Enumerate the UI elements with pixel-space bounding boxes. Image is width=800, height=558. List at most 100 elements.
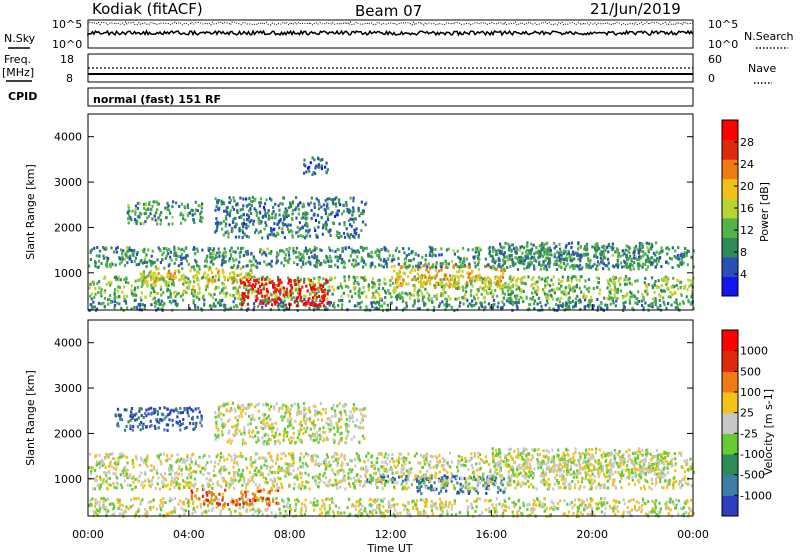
heatmap-cell <box>612 243 614 246</box>
heatmap-cell <box>614 505 616 508</box>
heatmap-cell <box>432 512 434 515</box>
heatmap-cell <box>207 504 209 507</box>
heatmap-cell <box>485 289 487 292</box>
heatmap-cell <box>679 281 681 284</box>
heatmap-cell <box>528 263 530 266</box>
heatmap-cell <box>121 291 123 294</box>
heatmap-cell <box>242 225 244 228</box>
heatmap-cell <box>334 215 336 218</box>
heatmap-cell <box>503 491 505 494</box>
heatmap-cell <box>330 234 332 237</box>
heatmap-cell <box>424 283 426 286</box>
heatmap-cell <box>298 285 300 288</box>
heatmap-cell <box>362 221 364 224</box>
heatmap-cell <box>390 295 392 298</box>
heatmap-cell <box>264 221 266 224</box>
heatmap-cell <box>677 513 679 516</box>
heatmap-cell <box>122 255 124 258</box>
heatmap-cell <box>239 498 241 501</box>
heatmap-cell <box>332 293 334 296</box>
heatmap-cell <box>445 283 447 286</box>
heatmap-cell <box>457 256 459 259</box>
heatmap-cell <box>354 279 356 282</box>
heatmap-cell <box>337 259 339 262</box>
heatmap-cell <box>440 507 442 510</box>
heatmap-cell <box>592 498 594 501</box>
heatmap-cell <box>682 300 684 303</box>
heatmap-cell <box>561 291 563 294</box>
heatmap-cell <box>489 510 491 513</box>
heatmap-cell <box>261 295 263 298</box>
heatmap-cell <box>642 266 644 269</box>
heatmap-cell <box>266 294 268 297</box>
heatmap-cell <box>288 214 290 217</box>
heatmap-cell <box>150 284 152 287</box>
heatmap-cell <box>344 224 346 227</box>
heatmap-cell <box>491 260 493 263</box>
heatmap-cell <box>252 283 254 286</box>
heatmap-cell <box>467 508 469 511</box>
heatmap-cell <box>329 507 331 510</box>
heatmap-cell <box>598 281 600 284</box>
heatmap-cell <box>497 302 499 305</box>
heatmap-cell <box>441 280 443 283</box>
heatmap-cell <box>218 248 220 251</box>
heatmap-cell <box>414 302 416 305</box>
heatmap-cell <box>651 510 653 513</box>
heatmap-cell <box>577 242 579 245</box>
heatmap-cell <box>319 299 321 302</box>
heatmap-cell <box>191 266 193 269</box>
heatmap-cell <box>238 229 240 232</box>
heatmap-cell <box>232 250 234 253</box>
heatmap-cell <box>585 506 587 509</box>
heatmap-cell <box>674 301 676 304</box>
heatmap-cell <box>431 301 433 304</box>
heatmap-cell <box>539 500 541 503</box>
heatmap-cell <box>541 278 543 281</box>
heatmap-cell <box>635 297 637 300</box>
heatmap-cell <box>141 276 143 279</box>
heatmap-cell <box>492 250 494 253</box>
heatmap-cell <box>116 302 118 305</box>
heatmap-cell <box>320 263 322 266</box>
heatmap-cell <box>660 507 662 510</box>
heatmap-cell <box>220 509 222 512</box>
heatmap-cell <box>247 264 249 267</box>
heatmap-cell <box>467 305 469 308</box>
heatmap-cell <box>217 201 219 204</box>
heatmap-cell <box>162 497 164 500</box>
heatmap-cell <box>379 511 381 514</box>
heatmap-cell <box>538 253 540 256</box>
heatmap-cell <box>213 293 215 296</box>
heatmap-cell <box>563 249 565 252</box>
heatmap-cell <box>118 302 120 305</box>
heatmap-cell <box>267 290 269 293</box>
heatmap-cell <box>232 281 234 284</box>
heatmap-cell <box>564 268 566 271</box>
heatmap-cell <box>208 249 210 252</box>
heatmap-cell <box>561 305 563 308</box>
heatmap-cell <box>149 506 151 509</box>
heatmap-cell <box>558 243 560 246</box>
heatmap-cell <box>429 254 431 257</box>
heatmap-cell <box>233 259 235 262</box>
heatmap-cell <box>402 247 404 250</box>
heatmap-cell <box>539 503 541 506</box>
heatmap-cell <box>281 231 283 234</box>
heatmap-cell <box>352 250 354 253</box>
heatmap-cell <box>436 294 438 297</box>
heatmap-cell <box>412 507 414 510</box>
heatmap-cell <box>672 266 674 269</box>
heatmap-cell <box>363 247 365 250</box>
heatmap-cell <box>413 294 415 297</box>
heatmap-cell <box>396 294 398 297</box>
heatmap-cell <box>93 510 95 513</box>
heatmap-cell <box>154 272 156 275</box>
heatmap-cell <box>656 251 658 254</box>
heatmap-cell <box>649 511 651 514</box>
heatmap-cell <box>420 282 422 285</box>
heatmap-cell <box>573 453 575 456</box>
heatmap-cell <box>96 502 98 505</box>
heatmap-cell <box>146 265 148 268</box>
heatmap-cell <box>536 281 538 284</box>
